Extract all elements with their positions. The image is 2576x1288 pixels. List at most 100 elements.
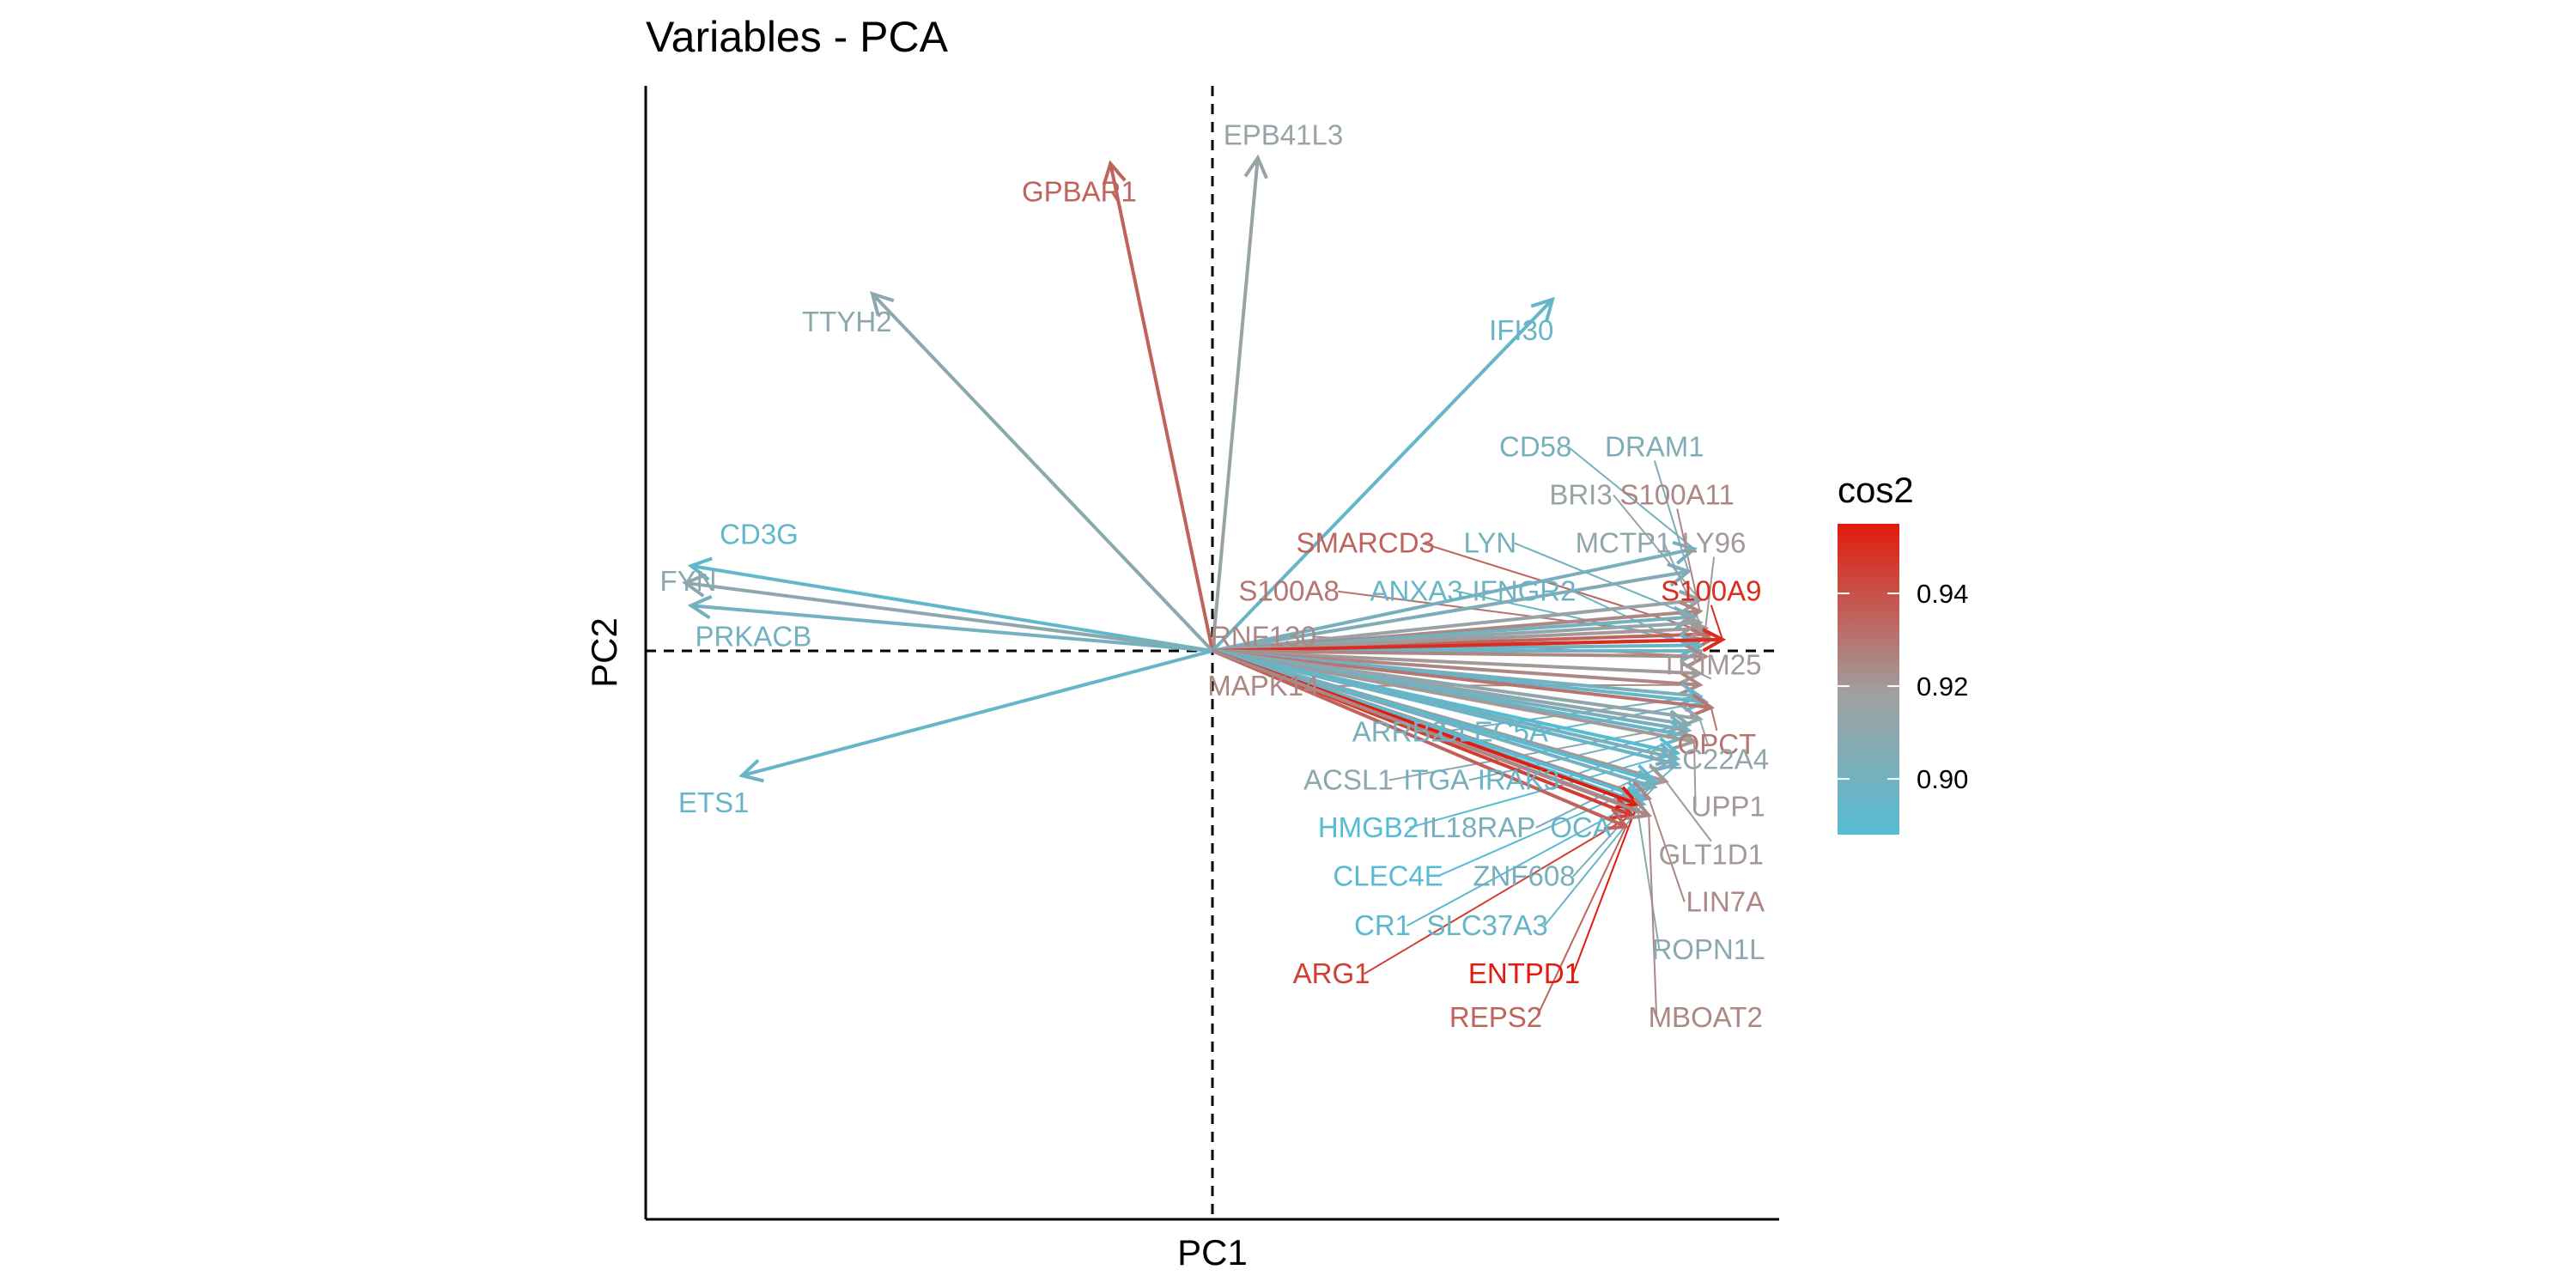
label-glt1d1: GLT1D1 xyxy=(1659,839,1764,871)
leader-reps2 xyxy=(1535,826,1627,1018)
label-ifi30: IFI30 xyxy=(1489,314,1553,346)
label-clec5a: CLEC5A xyxy=(1438,715,1548,747)
leader-lin7a xyxy=(1648,798,1686,902)
leader-s100a9 xyxy=(1710,605,1723,641)
legend-tick-label: 0.94 xyxy=(1917,579,1968,609)
label-cd3g: CD3G xyxy=(720,519,799,550)
arrow-cd3g xyxy=(690,564,1213,653)
arrow-ifi30 xyxy=(1211,298,1554,653)
legend-ticks: 0.90 0.92 0.94 xyxy=(1838,579,1968,794)
label-arg1: ARG1 xyxy=(1293,957,1370,989)
label-s100a11: S100A11 xyxy=(1620,479,1735,511)
arrowhead-fyn xyxy=(682,573,708,598)
arrowhead-hmgb2 xyxy=(1655,737,1681,762)
leader-dram1 xyxy=(1653,460,1690,572)
color-legend: cos2 0.90 0.92 0.94 xyxy=(1838,470,1968,835)
label-bri3: BRI3 xyxy=(1549,479,1612,511)
leader-s100a11 xyxy=(1676,508,1701,612)
chart-title: Variables - PCA xyxy=(646,13,949,61)
y-axis-title: PC2 xyxy=(584,617,624,688)
arrow-ets1 xyxy=(741,649,1213,778)
label-arrb2: ARRB2 xyxy=(1352,715,1447,747)
leader-cr1 xyxy=(1406,797,1644,927)
label-smarcd3: SMARCD3 xyxy=(1297,527,1435,559)
label-acsl1: ACSL1 xyxy=(1303,763,1394,795)
plot-axes xyxy=(644,86,1779,1221)
arrowhead-gpbar1 xyxy=(1102,160,1127,185)
arrow-ly96 xyxy=(1212,626,1706,653)
label-s100a8: S100A8 xyxy=(1238,575,1339,607)
arrow-znf608 xyxy=(1212,649,1656,789)
leader-mboat2 xyxy=(1648,815,1658,1018)
label-ets1: ETS1 xyxy=(678,787,750,818)
label-anxa3: ANXA3 xyxy=(1370,575,1462,607)
label-opct: OPCT xyxy=(1678,728,1757,760)
label-znf608: ZNF608 xyxy=(1473,860,1575,892)
label-reps2: REPS2 xyxy=(1449,1001,1542,1033)
arrowhead-reps2 xyxy=(1603,807,1630,831)
x-axis-title: PC1 xyxy=(1177,1232,1248,1273)
arrowhead-prkacb xyxy=(687,594,713,620)
arrow-epb41l3 xyxy=(1211,157,1260,652)
leader-ropn1l xyxy=(1637,809,1661,950)
arrowhead-upp1 xyxy=(1672,726,1698,750)
leader-glt1d1 xyxy=(1665,781,1712,842)
label-clec4e: CLEC4E xyxy=(1333,860,1443,892)
arrowhead-ttyh2 xyxy=(870,291,895,316)
arrow-prkacb xyxy=(690,604,1213,653)
label-hmgb2: HMGB2 xyxy=(1318,811,1419,843)
leader-bri3 xyxy=(1613,494,1701,601)
label-lin7a: LIN7A xyxy=(1686,885,1765,917)
label-cd58: CD58 xyxy=(1499,430,1571,462)
arrowhead-dram1 xyxy=(1667,562,1692,587)
label-prkacb: PRKACB xyxy=(696,621,812,653)
arrow-opct xyxy=(1212,649,1712,709)
arrowhead-oca xyxy=(1655,748,1681,772)
legend-tick-label: 0.92 xyxy=(1917,671,1968,702)
arrowhead-bri3 xyxy=(1678,589,1704,615)
label-upp1: UPP1 xyxy=(1691,791,1765,823)
arrowhead-ly96 xyxy=(1684,617,1710,641)
label-slc22a4: SLC22A4 xyxy=(1648,744,1769,775)
arrow-dram1 xyxy=(1212,569,1689,653)
label-cr1: CR1 xyxy=(1354,909,1411,941)
label-gpbar1: GPBAR1 xyxy=(1022,175,1137,207)
label-s100a9: S100A9 xyxy=(1661,575,1761,607)
label-irak3: IRAK3 xyxy=(1478,763,1559,795)
label-mapk14: MAPK14 xyxy=(1207,670,1319,702)
arrowhead-s100a9 xyxy=(1701,628,1727,653)
arrowhead-rnf130 xyxy=(1685,644,1710,669)
arrow-gpbar1 xyxy=(1109,162,1214,652)
label-fyn: FYN xyxy=(660,565,717,597)
arrow-mapk14 xyxy=(1212,649,1700,687)
arrow-s100a9 xyxy=(1212,637,1723,653)
leader-opct xyxy=(1710,707,1718,732)
leader-cd58 xyxy=(1567,446,1695,550)
legend-title: cos2 xyxy=(1838,470,1914,510)
label-oca: OCA xyxy=(1550,811,1612,843)
arrow-upp1 xyxy=(1212,649,1695,744)
leader-clec5a xyxy=(1541,701,1706,733)
label-ttyh2: TTYH2 xyxy=(802,306,892,337)
arrow-rnf130 xyxy=(1212,649,1706,659)
leader-entpd1 xyxy=(1572,803,1638,975)
arrowhead-clec4e xyxy=(1631,763,1658,788)
arrowhead-il18rap xyxy=(1655,742,1681,767)
label-ly96: LY96 xyxy=(1682,527,1747,559)
label-slc37a3: SLC37A3 xyxy=(1426,909,1547,941)
legend-colorbar xyxy=(1838,524,1899,835)
label-itga: ITGA xyxy=(1403,763,1469,795)
arrowhead-trim25 xyxy=(1679,660,1704,685)
leader-slc37a3 xyxy=(1543,803,1644,927)
label-dram1: DRAM1 xyxy=(1605,430,1704,462)
arrowhead-cd58 xyxy=(1672,540,1698,565)
label-entpd1: ENTPD1 xyxy=(1468,957,1580,989)
arrow-mboat2 xyxy=(1212,649,1649,817)
label-rnf130: RNF130 xyxy=(1211,621,1316,653)
arrowhead-epb41l3 xyxy=(1243,154,1268,179)
arrow-ttyh2 xyxy=(871,292,1214,653)
label-mboat2: MBOAT2 xyxy=(1649,1001,1763,1033)
arrowhead-opct xyxy=(1689,693,1715,718)
